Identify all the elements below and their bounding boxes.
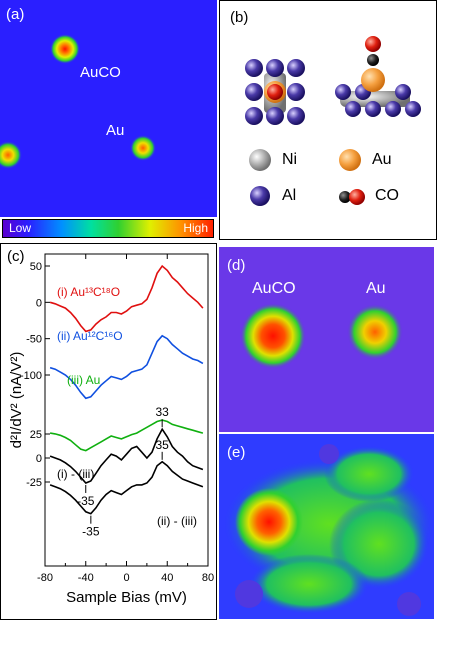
ni-atom-icon bbox=[249, 149, 271, 171]
auco-dip-spot bbox=[240, 303, 306, 369]
y-tick-label: -25 bbox=[26, 477, 42, 489]
au-label: Au bbox=[106, 122, 125, 139]
au-label-d: Au bbox=[366, 280, 386, 297]
colorbar-low: Low bbox=[9, 221, 32, 235]
al-atom-icon bbox=[250, 186, 270, 206]
series-line bbox=[49, 427, 204, 484]
adsorption-model bbox=[245, 36, 421, 206]
co-molecule-icon bbox=[339, 189, 365, 205]
x-tick-label: 40 bbox=[161, 572, 173, 584]
panel-d-label: (d) bbox=[227, 257, 246, 274]
panel-a-background bbox=[0, 0, 217, 217]
x-tick-label: 0 bbox=[123, 572, 129, 584]
peak-label: 33 bbox=[155, 405, 169, 419]
y-tick-label: 0 bbox=[36, 453, 42, 465]
y-tick-label: -100 bbox=[20, 370, 42, 382]
colorbar: Low High bbox=[2, 219, 214, 238]
series-label: (ii) Au¹²C¹⁶O bbox=[57, 329, 123, 343]
panel-d: (d) AuCO Au bbox=[219, 247, 434, 432]
legend-al: Al bbox=[282, 187, 297, 204]
y-tick-label: 50 bbox=[30, 261, 42, 273]
series-line bbox=[49, 460, 204, 515]
panel-d-image bbox=[219, 247, 434, 432]
series-line bbox=[49, 334, 204, 400]
x-tick-label: 80 bbox=[202, 572, 214, 584]
x-tick-label: -40 bbox=[78, 572, 94, 584]
panel-a-image bbox=[0, 0, 217, 217]
panel-e-label: (e) bbox=[227, 444, 246, 461]
top-view-model bbox=[245, 59, 305, 125]
side-view-model bbox=[335, 36, 421, 117]
au-spot-edge bbox=[0, 141, 22, 169]
colorbar-high: High bbox=[183, 221, 208, 235]
series-line bbox=[49, 419, 204, 452]
x-axis-label: Sample Bias (mV) bbox=[66, 589, 187, 606]
dip-label: -35 bbox=[82, 525, 100, 539]
panel-a: (a) AuCO Au bbox=[0, 0, 217, 217]
y-tick-label: -50 bbox=[26, 334, 42, 346]
dip-label: -35 bbox=[77, 494, 95, 508]
series-label: (i) - (iii) bbox=[57, 467, 94, 481]
spectra-chart: -80 -40 0 40 80 50 0 -50 -100 25 0 -25 Sample Bias (… bbox=[8, 253, 214, 606]
panel-b-label: (b) bbox=[230, 9, 249, 26]
panel-a-label: (a) bbox=[6, 6, 25, 23]
au-spot bbox=[130, 135, 156, 161]
auco-peak-spot bbox=[235, 488, 303, 556]
y-tick-label: 25 bbox=[30, 429, 42, 441]
series-label: (ii) - (iii) bbox=[157, 514, 197, 528]
auco-label-d: AuCO bbox=[252, 280, 296, 297]
au-atom-icon bbox=[339, 149, 361, 171]
peak-label: 35 bbox=[155, 438, 169, 452]
panel-b: (b) bbox=[219, 0, 437, 240]
auco-label: AuCO bbox=[80, 64, 121, 81]
legend-co: CO bbox=[375, 187, 399, 204]
panel-c-label: (c) bbox=[7, 248, 25, 265]
y-axis-label: d²I/dV² (nA/V²) bbox=[8, 352, 25, 449]
auco-spot bbox=[50, 34, 80, 64]
legend-au: Au bbox=[372, 151, 392, 168]
panel-e-image bbox=[219, 434, 434, 619]
series-line bbox=[49, 264, 204, 333]
y-tick-label: 0 bbox=[36, 297, 42, 309]
panel-c: (c) -80 -40 0 40 80 50 0 -50 -100 25 0 -25 Sample Bi… bbox=[0, 243, 217, 620]
au-dip-spot bbox=[347, 304, 403, 360]
legend-ni: Ni bbox=[282, 151, 298, 168]
series-label: (i) Au¹³C¹⁸O bbox=[57, 285, 120, 299]
series-label: (iii) Au bbox=[67, 373, 100, 387]
panel-e: (e) bbox=[219, 434, 434, 619]
x-tick-label: -80 bbox=[37, 572, 53, 584]
